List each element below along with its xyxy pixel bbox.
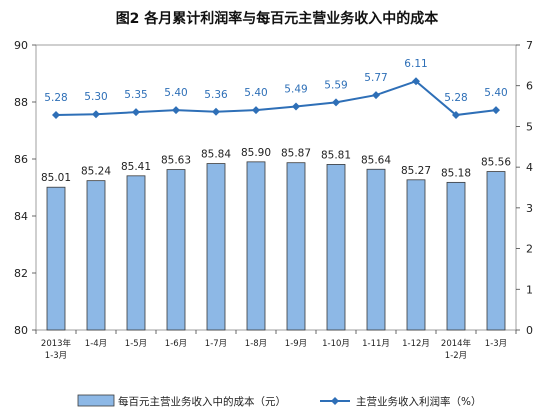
legend-line-marker [331, 397, 339, 405]
right-axis-tick-label: 0 [526, 324, 533, 337]
bar [366, 168, 386, 331]
x-axis-tick-label: 2014年 1-2月 [441, 338, 472, 361]
line-data-label: 5.36 [204, 89, 228, 101]
left-axis-tick-label: 88 [14, 96, 28, 109]
line-data-label: 5.40 [484, 87, 507, 99]
bar [406, 179, 426, 331]
bar-data-label: 85.90 [241, 147, 271, 159]
x-axis-tick-label: 1-9月 [285, 339, 307, 349]
x-axis-tick-label: 2013年 1-3月 [41, 338, 72, 361]
left-axis-tick-label: 90 [14, 39, 28, 52]
line-point [492, 106, 500, 115]
bar [286, 162, 306, 331]
x-axis-tick-label: 1-7月 [205, 339, 227, 349]
line-data-label: 5.30 [84, 91, 107, 103]
line-point [252, 106, 260, 115]
x-axis-tick-label: 1-4月 [85, 339, 107, 349]
line-data-label: 5.35 [124, 89, 147, 101]
chart-title: 图2 各月累计利润率与每百元主营业务收入中的成本 [115, 11, 439, 27]
x-axis-tick-label: 1-3月 [485, 339, 507, 349]
bar [126, 175, 146, 331]
bar-data-label: 85.41 [121, 161, 151, 173]
left-axis-tick-label: 86 [14, 153, 28, 166]
line-point [412, 77, 420, 86]
right-axis-tick-label: 7 [526, 39, 533, 52]
right-axis-tick-label: 2 [526, 243, 533, 256]
bar [46, 186, 66, 331]
line-point [452, 111, 460, 120]
x-axis-tick-label: 1-12月 [402, 339, 430, 349]
line-data-label: 5.28 [444, 92, 467, 104]
bar [166, 169, 186, 331]
line-data-label: 5.77 [364, 72, 387, 84]
left-axis-tick-label: 80 [14, 324, 28, 337]
bar [486, 171, 506, 331]
plot-area [35, 44, 517, 331]
bar-data-label: 85.63 [161, 155, 191, 167]
right-axis-tick-label: 5 [526, 120, 533, 133]
line-point [172, 106, 180, 115]
legend-bar-label: 每百元主营业务收入中的成本（元） [118, 395, 286, 408]
bar-data-label: 85.27 [401, 165, 431, 177]
line-data-label: 6.11 [404, 58, 427, 70]
line-series [55, 80, 497, 117]
bar-data-label: 85.81 [321, 149, 351, 161]
legend-bar-swatch [77, 394, 115, 407]
left-axis-tick-label: 82 [14, 267, 28, 280]
right-axis-tick-label: 4 [526, 161, 533, 174]
line-point [92, 110, 100, 119]
x-axis-tick-label: 1-11月 [362, 339, 390, 349]
bar [326, 164, 346, 331]
right-axis-tick-label: 6 [526, 80, 533, 93]
line-data-label: 5.40 [164, 87, 187, 99]
x-axis-tick-label: 1-8月 [245, 339, 267, 349]
bar-data-label: 85.01 [41, 172, 71, 184]
bar [206, 163, 226, 331]
x-axis-tick-label: 1-10月 [322, 339, 350, 349]
line-point [132, 108, 140, 117]
bar-data-label: 85.84 [201, 149, 231, 161]
right-axis-tick-label: 1 [526, 283, 533, 296]
line-point [292, 102, 300, 111]
bar-data-label: 85.56 [481, 157, 511, 169]
line-point [212, 107, 220, 116]
bar-data-label: 85.18 [441, 167, 471, 179]
line-point [52, 111, 60, 120]
line-point [372, 91, 380, 100]
line-point [332, 98, 340, 107]
bar [446, 181, 466, 331]
x-axis-tick-label: 1-5月 [125, 339, 147, 349]
bar-data-label: 85.64 [361, 154, 391, 166]
bar-data-label: 85.24 [81, 166, 111, 178]
bar-data-label: 85.87 [281, 148, 311, 160]
line-data-label: 5.40 [244, 87, 267, 99]
bar [246, 161, 266, 331]
line-data-label: 5.49 [284, 83, 307, 95]
bar [86, 180, 106, 331]
left-axis-tick-label: 84 [14, 210, 28, 223]
legend-line-label: 主营业务收入利润率（%） [356, 395, 481, 408]
line-data-label: 5.28 [44, 92, 67, 104]
x-axis-tick-label: 1-6月 [165, 339, 187, 349]
line-data-label: 5.59 [324, 79, 347, 91]
right-axis-tick-label: 3 [526, 202, 533, 215]
